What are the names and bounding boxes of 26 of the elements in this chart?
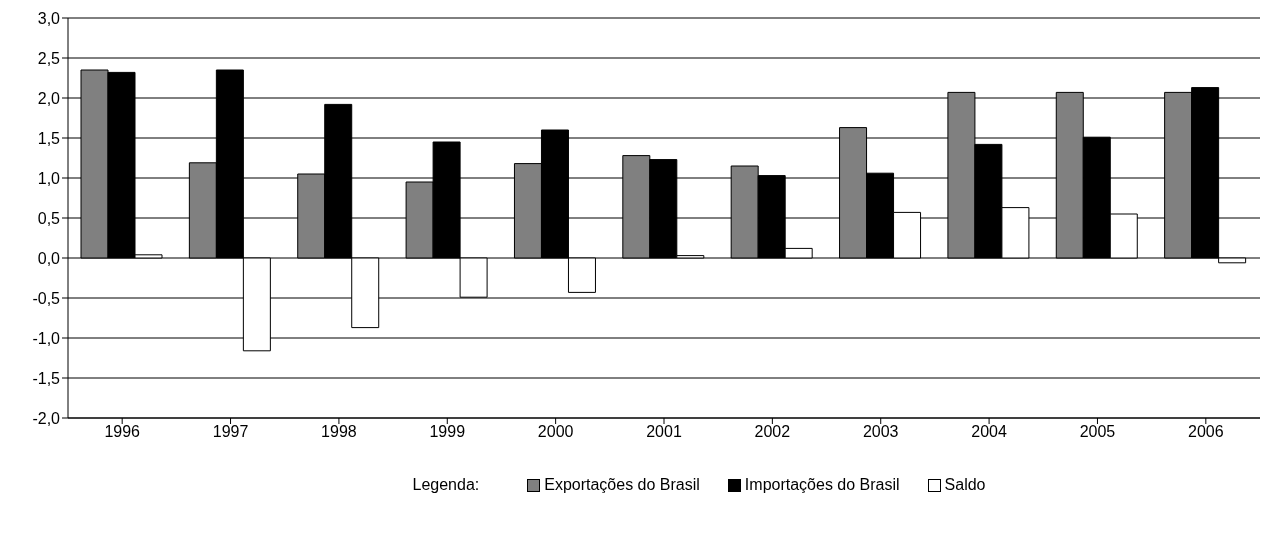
legend-title: Legenda: (412, 476, 480, 494)
x-tick-label: 1996 (104, 423, 141, 441)
y-tick-label: 1,0 (37, 169, 61, 187)
legend-label: Saldo (944, 476, 986, 494)
y-tick-label: -2,0 (32, 409, 61, 427)
y-tick-label: -1,5 (32, 369, 61, 387)
y-tick-label: -1,0 (32, 329, 61, 347)
x-tick-label: 2006 (1188, 423, 1224, 441)
legend-label: Exportações do Brasil (544, 476, 700, 494)
x-tick-label: 2000 (537, 423, 574, 441)
x-tick-label: 2003 (862, 423, 899, 441)
legend-label: Importações do Brasil (744, 476, 900, 494)
x-tick-label: 2002 (754, 423, 791, 441)
y-tick-label: 2,5 (37, 49, 61, 67)
y-tick-label: 0,5 (37, 209, 61, 227)
y-tick-label: -0,5 (32, 289, 61, 307)
y-tick-label: 0,0 (37, 249, 61, 267)
y-tick-label: 3,0 (37, 9, 61, 27)
y-tick-label: 2,0 (37, 89, 61, 107)
y-tick-label: 1,5 (37, 129, 61, 147)
x-tick-label: 2001 (646, 423, 682, 441)
x-tick-label: 1998 (321, 423, 357, 441)
x-tick-label: 1997 (212, 423, 249, 441)
x-tick-label: 2005 (1079, 423, 1116, 441)
x-tick-label: 1999 (429, 423, 466, 441)
x-tick-label: 2004 (971, 423, 1007, 441)
